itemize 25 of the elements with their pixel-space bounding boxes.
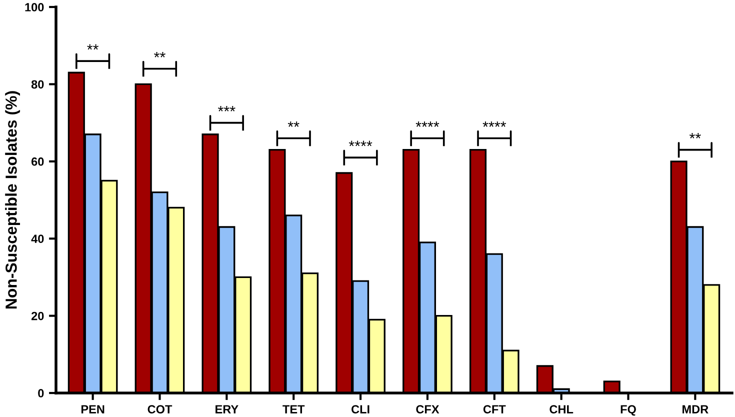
annotation: ** (288, 121, 300, 127)
annotation: ** (689, 133, 701, 138)
x-tick-label: CFT (483, 405, 506, 414)
x-tick-label: ERY (216, 405, 238, 414)
y-tick-label: 80 (31, 80, 44, 89)
annotation: ** (87, 44, 99, 50)
y-tick-label: 100 (25, 3, 44, 12)
x-tick-label: TET (282, 405, 305, 414)
y-tick-label: 40 (31, 234, 44, 243)
x-tick-label: CFX (416, 405, 440, 414)
annotation: **** (482, 121, 506, 127)
y-axis-title: Non-Susceptible Isolates (%) (5, 91, 20, 309)
annotation: **** (416, 121, 440, 127)
annotation: *** (218, 106, 236, 112)
y-tick-label: 60 (31, 157, 44, 166)
x-tick-label: COT (148, 405, 172, 414)
x-tick-label: PEN (81, 405, 104, 414)
y-tick-label: 0 (38, 389, 44, 398)
x-tick-label: FQ (620, 405, 636, 416)
x-tick-label: CHL (550, 405, 574, 414)
annotation: **** (348, 140, 372, 146)
y-tick-label: 20 (31, 312, 44, 320)
x-tick-label: CLI (352, 405, 370, 414)
x-tick-label: MDR (682, 405, 708, 414)
annotation: ** (154, 52, 166, 58)
